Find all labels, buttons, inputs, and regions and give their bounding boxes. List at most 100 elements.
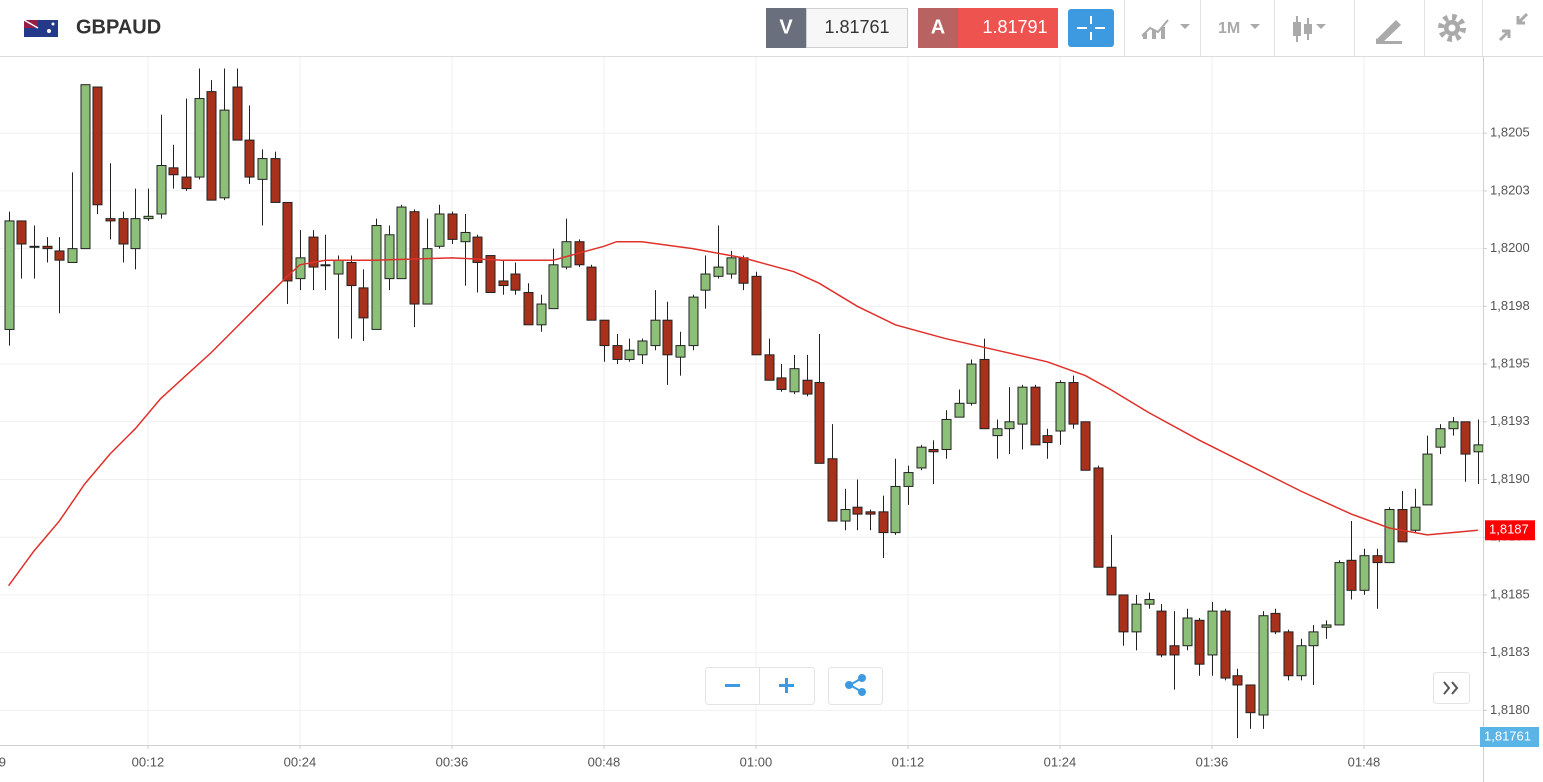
collapse-button[interactable] [1498,12,1529,42]
ask-tag[interactable]: A [931,16,945,38]
candle-body [409,211,420,305]
candle-body [1194,619,1205,665]
candle-body [1384,509,1395,564]
share-button[interactable] [828,667,883,705]
candle-body [42,245,53,250]
candle-body [802,379,813,395]
candle-body [54,250,65,261]
candle-body [1080,421,1091,471]
candle-body [1106,566,1117,596]
x-tick-label: 01:00 [740,754,773,769]
bid-price-box[interactable] [806,8,908,48]
candle-body [1144,599,1155,605]
candle-body [1055,382,1066,432]
candle-body [16,220,27,245]
candle-body [308,236,319,268]
y-tick-label: 1,8190 [1490,471,1530,486]
candle-body [1182,617,1193,647]
candle-body [1270,612,1281,633]
candle-body [29,245,40,248]
bid-price-line-label: 1,81761 [1484,728,1531,743]
candle-body [688,296,699,347]
candle-body [878,511,889,534]
candle-body [1460,421,1471,455]
candle-body [1397,509,1408,543]
symbol: GBPAUD [76,16,161,38]
ask-price[interactable]: 1.81791 [982,17,1047,37]
bid-tag-box[interactable] [766,8,806,48]
candle-body [650,319,661,347]
candle-body [1359,555,1370,591]
candle-body [1131,603,1142,633]
candle-body [1017,386,1028,425]
indicator-button[interactable] [1141,19,1190,39]
candle-body [751,275,762,356]
bid-tag[interactable]: V [779,16,793,38]
ask-tag-box[interactable] [918,8,958,48]
zoom-in-button[interactable] [779,678,794,693]
settings-button[interactable] [1438,14,1466,42]
candle-body [4,220,15,330]
candle-body [320,264,331,267]
y-tick-label: 1,8195 [1490,355,1530,370]
candle-body [371,225,382,330]
candle-body [156,165,167,215]
candle-body [1448,421,1459,430]
candle-body [295,257,306,280]
candle-body [333,259,344,275]
candle-body [168,167,179,176]
candle-body [194,98,205,178]
candle-body [384,234,395,280]
candle-body [1435,428,1446,448]
zoom-controls [705,667,1470,705]
chart-type-button[interactable] [1293,16,1326,42]
x-tick-label: 00:36 [436,754,469,769]
candle-body [1372,555,1383,564]
candle-body [1118,594,1129,633]
axes: 1,8205 1,8203 1,8200 1,8198 1,8195 1,8193 1,81… [0,125,1539,769]
interval-button[interactable]: 1M [1218,20,1260,37]
candle-body [232,86,243,141]
candle-body [244,139,255,178]
ask-button[interactable]: A 1.81791 [918,8,1058,48]
x-tick-label: 01:36 [1196,754,1229,769]
candle-body [1334,562,1345,626]
bid-price[interactable]: 1.81761 [824,17,889,37]
candle-body [726,257,737,275]
crosshair-button[interactable] [1068,9,1114,47]
interval[interactable]: 1M [1218,20,1240,37]
candle-body [1258,615,1269,716]
candle-body [979,358,990,430]
candle-body [561,241,572,268]
candle-body [1169,645,1180,656]
candle-body [827,458,838,522]
candle-body [675,345,686,358]
bid-price-tag [1480,727,1539,747]
y-tick-label: 1,8198 [1490,298,1530,313]
ask-price-box[interactable] [958,8,1058,48]
candle-body [1207,610,1218,656]
scroll-to-end-button[interactable] [1433,672,1470,704]
candle-body [1410,506,1421,531]
candle-body [80,84,91,250]
candle-body [485,255,496,293]
candle-body [700,273,711,291]
candle-body [776,377,787,390]
candle-body [118,218,129,245]
candle-body [1093,467,1104,568]
candle-body [206,91,217,201]
candle-body [852,506,863,515]
drawing-tools-button[interactable] [1376,20,1402,44]
candle-body [599,319,610,347]
plot [4,68,1484,739]
candle-body [548,264,559,310]
bid-button[interactable]: V 1.81761 [766,8,908,48]
candle-body [764,354,775,381]
candle-body [1422,453,1433,506]
candle-body [270,158,281,203]
x-tick-label: 00:24 [284,754,317,769]
candle-body [713,266,724,277]
candle-body [1473,444,1484,453]
y-tick-label: 1,8203 [1490,182,1530,197]
candle-body [1245,684,1256,714]
